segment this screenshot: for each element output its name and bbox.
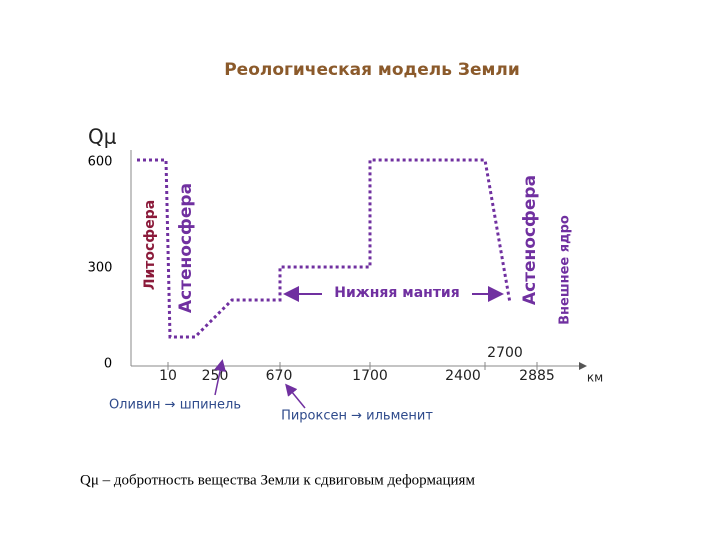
x-unit: км bbox=[587, 371, 603, 385]
arrow bbox=[214, 359, 227, 396]
zone-label: Внешнее ядро bbox=[558, 215, 573, 325]
y-tick-label: 0 bbox=[104, 357, 112, 372]
y-tick-label: 300 bbox=[88, 261, 113, 276]
zone-label: Астеносфера bbox=[520, 175, 540, 305]
x-tick-label: 250 bbox=[202, 368, 229, 384]
arrow bbox=[285, 383, 306, 409]
y-axis-label: Qμ bbox=[88, 125, 117, 149]
transition-label: Оливин → шпинель bbox=[109, 398, 241, 413]
transition-label: Пироксен → ильменит bbox=[281, 409, 433, 424]
x-tick-label: 2400 bbox=[445, 368, 481, 384]
zone-label: Литосфера bbox=[142, 200, 158, 290]
x-tick-label: 670 bbox=[266, 368, 293, 384]
zone-label: Нижняя мантия bbox=[334, 285, 459, 301]
q-profile bbox=[137, 158, 512, 339]
title: Реологическая модель Земли bbox=[224, 60, 520, 80]
y-tick-label: 600 bbox=[88, 155, 113, 170]
zone-label: Астеносфера bbox=[176, 183, 196, 313]
footnote: Qμ – добротность вещества Земли к сдвиго… bbox=[80, 472, 475, 488]
x-tick-label: 2700 bbox=[487, 345, 523, 361]
x-tick-label: 2885 bbox=[519, 368, 555, 384]
x-tick-label: 10 bbox=[159, 368, 177, 384]
x-tick-label: 1700 bbox=[352, 368, 388, 384]
